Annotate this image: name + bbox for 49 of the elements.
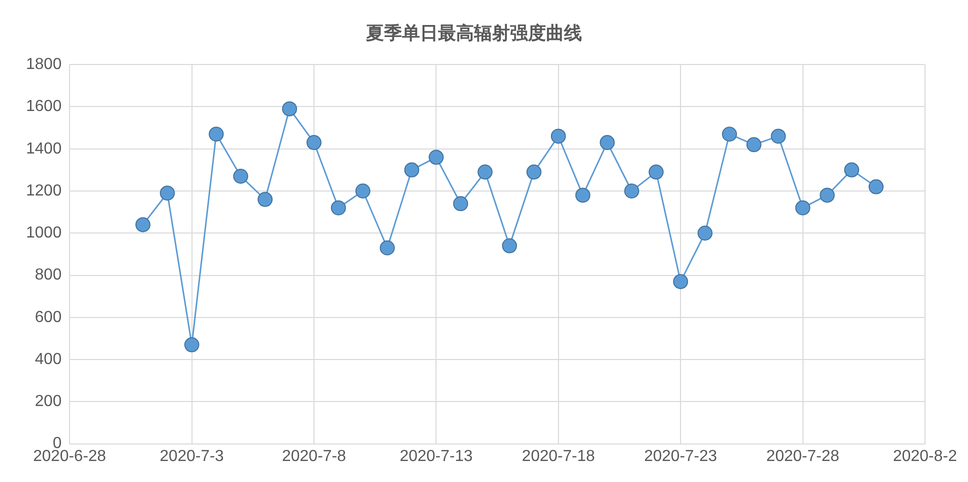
point [820, 188, 835, 203]
point [428, 150, 444, 165]
point [135, 217, 150, 232]
point [746, 137, 762, 152]
point [184, 337, 200, 352]
point [575, 188, 590, 203]
point [355, 184, 370, 198]
point [330, 200, 346, 216]
y-tick-label: 1200 [26, 182, 62, 200]
x-tick-label: 2020-7-18 [522, 448, 595, 465]
y-tick-label: 1400 [26, 140, 62, 158]
chart-title: 夏季单日最高辐射强度曲线 [365, 22, 582, 43]
point [844, 162, 860, 178]
x-tick-label: 2020-7-3 [160, 448, 224, 465]
point [600, 135, 615, 150]
y-tick-label: 200 [34, 393, 62, 410]
y-tick-label: 1600 [26, 98, 62, 116]
y-tick-label: 600 [34, 308, 62, 326]
y-tick-label: 1800 [26, 56, 62, 74]
x-tick-label: 2020-7-13 [400, 448, 473, 465]
point [648, 164, 664, 180]
point [478, 164, 493, 180]
point [502, 238, 518, 254]
point [868, 179, 884, 194]
point [526, 164, 542, 180]
point [550, 128, 566, 144]
point [795, 200, 810, 216]
point [160, 186, 175, 201]
point [673, 274, 688, 290]
point [233, 168, 248, 184]
x-tick-label: 2020-7-28 [766, 448, 840, 465]
point [282, 101, 298, 116]
y-tick-label: 400 [34, 350, 62, 368]
point [258, 192, 273, 207]
point [208, 126, 224, 142]
y-tick-label: 1000 [26, 224, 62, 242]
point [404, 162, 420, 178]
point [770, 128, 786, 144]
x-tick-label: 2020-7-8 [282, 448, 346, 465]
point [380, 240, 395, 256]
x-tick-label: 2020-7-23 [644, 448, 718, 465]
point [453, 196, 468, 212]
point [306, 135, 322, 150]
x-tick-label: 2020-8-2 [892, 448, 958, 465]
point [722, 126, 737, 142]
point [698, 226, 713, 241]
x-tick-label: 2020-6-28 [33, 448, 106, 465]
point [624, 184, 640, 198]
y-tick-label: 800 [34, 266, 62, 284]
